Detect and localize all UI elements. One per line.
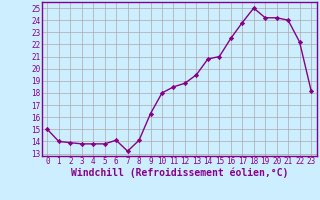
X-axis label: Windchill (Refroidissement éolien,°C): Windchill (Refroidissement éolien,°C)	[70, 168, 288, 178]
